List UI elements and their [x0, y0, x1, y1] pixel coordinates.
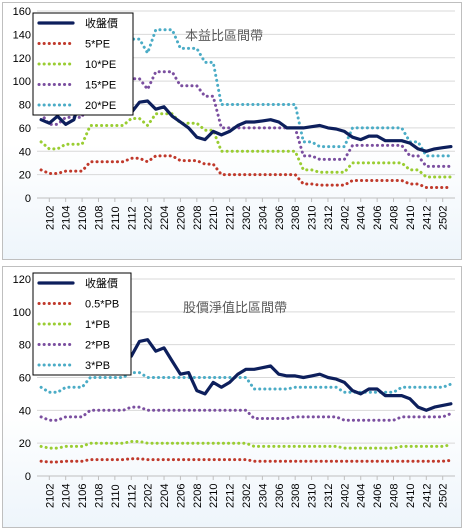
pb-x-tick-label: 2306: [274, 484, 286, 508]
pe-band-chart-panel: 0 20 40 60 80 100 120 140 160 2102 2104 2106 2108 21…: [2, 2, 462, 260]
pe-x-tick-label: 2208: [192, 206, 204, 230]
pe-x-tick-label: 2112: [126, 206, 138, 230]
pb-y-tick-label: 120: [13, 274, 31, 286]
pe-legend-label: 5*PE: [85, 39, 110, 51]
pe-x-tick-label: 2404: [356, 206, 368, 230]
pe-x-tick-label: 2306: [274, 206, 286, 230]
pe-chart-title: 本益比區間帶: [185, 29, 263, 44]
pe-y-axis: 0 20 40 60 80 100 120 140 160: [13, 6, 31, 205]
pb-legend-label: 0.5*PB: [85, 299, 119, 311]
pe-legend-label: 15*PE: [85, 80, 116, 92]
pe-x-tick-label: 2502: [438, 206, 450, 230]
pb-x-tick-label: 2208: [192, 484, 204, 508]
pe-x-tick-label: 2402: [339, 206, 351, 230]
pb-x-tick-label: 2202: [143, 484, 155, 508]
pe-x-tick-label: 2302: [241, 206, 253, 230]
pb-x-tick-label: 2406: [372, 484, 384, 508]
pb-y-tick-label: 0: [25, 471, 31, 483]
pe-x-tick-label: 2310: [307, 206, 319, 230]
pb-x-tick-label: 2312: [323, 484, 335, 508]
pe-y-tick-label: 100: [13, 76, 31, 88]
pb-x-tick-label: 2110: [110, 484, 122, 508]
pb-y-tick-label: 20: [19, 438, 31, 450]
pb-x-tick-label: 2402: [339, 484, 351, 508]
pe-y-tick-label: 160: [13, 6, 31, 18]
pb-y-tick-label: 100: [13, 307, 31, 319]
pe-x-tick-label: 2410: [405, 206, 417, 230]
pb-legend-label: 2*PB: [85, 340, 110, 352]
pe-x-tick-label: 2210: [208, 206, 220, 230]
pb-series-line-1: [39, 457, 453, 464]
pe-x-tick-label: 2406: [372, 206, 384, 230]
pb-legend-label: 3*PB: [85, 360, 110, 372]
pe-x-tick-label: 2312: [323, 206, 335, 230]
pe-x-tick-label: 2110: [110, 206, 122, 230]
pb-legend-label: 收盤價: [85, 276, 118, 290]
pe-y-tick-label: 40: [19, 146, 31, 158]
pb-x-tick-label: 2404: [356, 484, 368, 508]
pb-x-tick-label: 2412: [421, 484, 433, 508]
pb-x-tick-label: 2502: [438, 484, 450, 508]
pe-x-tick-label: 2304: [257, 206, 269, 230]
pe-legend-label: 10*PE: [85, 59, 116, 71]
pb-x-tick-label: 2212: [225, 484, 237, 508]
pe-x-tick-label: 2106: [77, 206, 89, 230]
pb-legend-label: 1*PB: [85, 319, 110, 331]
pb-x-tick-label: 2204: [159, 484, 171, 508]
pe-x-tick-label: 2206: [175, 206, 187, 230]
pb-series-line-4: [39, 371, 453, 394]
pe-x-tick-label: 2212: [225, 206, 237, 230]
pb-x-axis: 2102 2104 2106 2108 2110 2112 2202 2204 2206 2208…: [44, 476, 450, 508]
pe-x-tick-label: 2108: [93, 206, 105, 230]
pb-x-tick-label: 2310: [307, 484, 319, 508]
pb-chart-title: 股價淨值比區間帶: [183, 300, 287, 316]
pb-x-tick-label: 2410: [405, 484, 417, 508]
pb-x-tick-label: 2104: [61, 484, 73, 508]
pe-x-tick-label: 2408: [389, 206, 401, 230]
pb-x-tick-label: 2108: [93, 484, 105, 508]
pb-y-tick-label: 80: [19, 340, 31, 352]
pe-x-tick-label: 2202: [143, 206, 155, 230]
pb-x-tick-label: 2106: [77, 484, 89, 508]
pe-y-tick-label: 140: [13, 29, 31, 41]
pb-legend: 收盤價 0.5*PB 1*PB 2*PB 3*PB: [32, 272, 132, 376]
pe-legend: 收盤價 5*PE 10*PE 15*PE 20*PE: [32, 12, 134, 116]
pb-band-chart: 0 20 40 60 80 100 120 2102 2104 2106 2108 2110 2112…: [13, 272, 455, 508]
pe-series-line-4: [39, 28, 453, 158]
pe-y-tick-label: 60: [19, 123, 31, 135]
pb-x-tick-label: 2206: [175, 484, 187, 508]
pb-series-line-2: [39, 440, 453, 450]
pb-x-tick-label: 2210: [208, 484, 220, 508]
pb-x-tick-label: 2102: [44, 484, 56, 508]
pe-legend-label: 20*PE: [85, 100, 116, 112]
pe-legend-label: 收盤價: [85, 16, 118, 30]
pb-x-tick-label: 2304: [257, 484, 269, 508]
pb-x-tick-label: 2112: [126, 484, 138, 508]
pe-x-tick-label: 2102: [44, 206, 56, 230]
pb-x-tick-label: 2408: [389, 484, 401, 508]
pb-series-line-3: [39, 405, 453, 422]
pe-y-tick-label: 80: [19, 100, 31, 112]
pb-band-chart-panel: 0 20 40 60 80 100 120 2102 2104 2106 2108 2110 2112…: [2, 266, 462, 528]
pb-y-tick-label: 60: [19, 373, 31, 385]
pe-x-tick-label: 2308: [290, 206, 302, 230]
pb-y-tick-label: 40: [19, 405, 31, 417]
pe-series-line-2: [39, 112, 453, 179]
pe-x-tick-label: 2204: [159, 206, 171, 230]
pe-x-tick-label: 2412: [421, 206, 433, 230]
pb-x-tick-label: 2302: [241, 484, 253, 508]
pb-y-axis: 0 20 40 60 80 100 120: [13, 274, 31, 483]
pe-x-axis: 2102 2104 2106 2108 2110 2112 2202 2204 2206 2208…: [44, 198, 450, 230]
pb-x-tick-label: 2308: [290, 484, 302, 508]
pe-y-tick-label: 0: [25, 193, 31, 205]
pe-series-line-1: [39, 154, 453, 189]
pe-y-tick-label: 120: [13, 53, 31, 65]
pe-x-tick-label: 2104: [61, 206, 73, 230]
pe-y-tick-label: 20: [19, 170, 31, 182]
